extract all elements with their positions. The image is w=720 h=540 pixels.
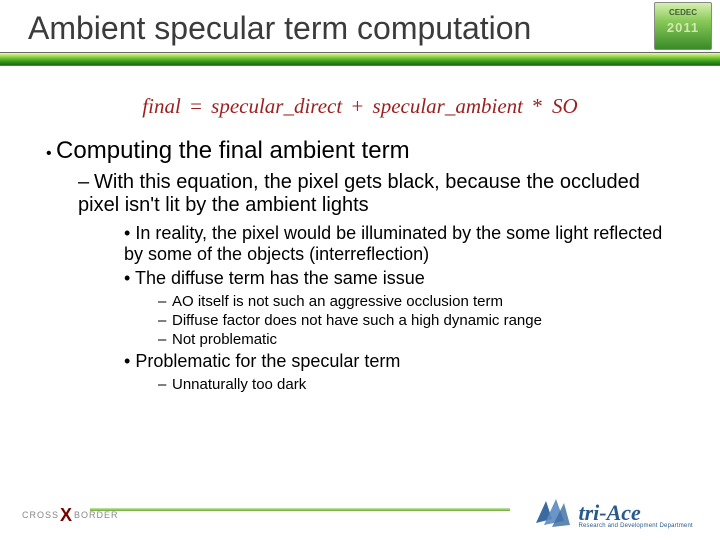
border-text: BORDER bbox=[74, 510, 119, 520]
triace-mark-icon bbox=[534, 495, 572, 534]
eq-term1: specular_direct bbox=[211, 94, 342, 118]
bullet-l3c: Problematic for the specular term bbox=[135, 351, 400, 371]
eq-equals: = bbox=[186, 94, 206, 118]
footer-accent-line bbox=[90, 508, 510, 511]
bullet-l4c: Not problematic bbox=[172, 331, 277, 348]
dash-icon: – bbox=[158, 376, 172, 393]
eq-factor: SO bbox=[552, 94, 578, 118]
slide-footer: CROSSXBORDER tri-Ace Research and Develo… bbox=[0, 486, 720, 540]
cross-text: CROSS bbox=[22, 510, 59, 520]
bullet-l3a: In reality, the pixel would be illuminat… bbox=[124, 223, 662, 264]
slide-body: Computing the final ambient term –With t… bbox=[0, 137, 720, 393]
bullet-l4b: Diffuse factor does not have such a high… bbox=[172, 312, 542, 329]
eq-plus: + bbox=[347, 94, 367, 118]
event-logo: CEDEC 2011 bbox=[654, 2, 712, 50]
slide-header: Ambient specular term computation CEDEC … bbox=[0, 0, 720, 70]
dash-icon: – bbox=[158, 293, 172, 310]
triace-sub: Research and Development Department bbox=[578, 523, 692, 529]
footer-right-logo: tri-Ace Research and Development Departm… bbox=[534, 495, 704, 534]
dash-icon: – bbox=[78, 171, 94, 194]
eq-times: * bbox=[528, 94, 547, 118]
bullet-l3b: The diffuse term has the same issue bbox=[135, 268, 425, 288]
header-accent-bar bbox=[0, 52, 720, 66]
slide-title: Ambient specular term computation bbox=[0, 0, 720, 47]
event-year: 2011 bbox=[655, 21, 711, 35]
triace-brand: tri-Ace bbox=[578, 500, 640, 525]
event-name: CEDEC bbox=[669, 8, 697, 17]
bullet-l2a: With this equation, the pixel gets black… bbox=[78, 171, 640, 216]
bullet-l1: Computing the final ambient term bbox=[56, 137, 410, 164]
dash-icon: – bbox=[158, 331, 172, 348]
eq-lhs: final bbox=[142, 94, 181, 118]
x-icon: X bbox=[60, 505, 73, 526]
eq-term2: specular_ambient bbox=[373, 94, 523, 118]
equation: final = specular_direct + specular_ambie… bbox=[0, 94, 720, 119]
bullet-l4a: AO itself is not such an aggressive occl… bbox=[172, 293, 503, 310]
bullet-l4d: Unnaturally too dark bbox=[172, 376, 306, 393]
footer-left-logo: CROSSXBORDER bbox=[22, 505, 119, 526]
dash-icon: – bbox=[158, 312, 172, 329]
